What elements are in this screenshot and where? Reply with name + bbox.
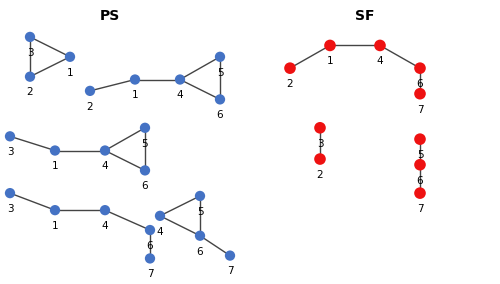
Text: 7: 7 bbox=[146, 269, 154, 279]
Point bbox=[176, 77, 184, 82]
Point bbox=[131, 77, 139, 82]
Text: PS: PS bbox=[100, 9, 120, 22]
Text: 3: 3 bbox=[26, 48, 34, 58]
Text: 6: 6 bbox=[416, 79, 424, 89]
Text: 3: 3 bbox=[316, 139, 324, 149]
Point bbox=[216, 55, 224, 59]
Text: SF: SF bbox=[355, 9, 375, 22]
Text: 1: 1 bbox=[52, 221, 59, 231]
Point bbox=[101, 208, 109, 212]
Point bbox=[316, 126, 324, 130]
Point bbox=[196, 194, 204, 198]
Point bbox=[51, 208, 59, 212]
Point bbox=[196, 233, 204, 238]
Point bbox=[416, 137, 424, 141]
Point bbox=[156, 214, 164, 218]
Text: 7: 7 bbox=[416, 105, 424, 114]
Text: 6: 6 bbox=[416, 176, 424, 185]
Point bbox=[26, 35, 34, 39]
Text: 1: 1 bbox=[132, 90, 138, 100]
Point bbox=[51, 148, 59, 153]
Text: 5: 5 bbox=[196, 207, 203, 217]
Text: 3: 3 bbox=[6, 147, 14, 157]
Point bbox=[416, 91, 424, 96]
Point bbox=[66, 55, 74, 59]
Point bbox=[6, 191, 14, 195]
Point bbox=[86, 89, 94, 93]
Text: 6: 6 bbox=[142, 181, 148, 191]
Text: 2: 2 bbox=[316, 170, 324, 180]
Point bbox=[216, 97, 224, 102]
Point bbox=[146, 228, 154, 232]
Text: 6: 6 bbox=[216, 110, 224, 120]
Text: 4: 4 bbox=[176, 90, 184, 100]
Point bbox=[326, 43, 334, 48]
Text: 4: 4 bbox=[102, 221, 108, 231]
Text: 2: 2 bbox=[286, 79, 294, 89]
Text: 5: 5 bbox=[416, 150, 424, 160]
Text: 6: 6 bbox=[146, 241, 154, 251]
Text: 5: 5 bbox=[216, 68, 224, 78]
Text: 3: 3 bbox=[6, 204, 14, 214]
Text: 1: 1 bbox=[52, 161, 59, 171]
Text: 2: 2 bbox=[86, 102, 94, 112]
Point bbox=[416, 191, 424, 195]
Text: 5: 5 bbox=[142, 139, 148, 149]
Text: 2: 2 bbox=[26, 87, 34, 97]
Point bbox=[6, 134, 14, 139]
Point bbox=[286, 66, 294, 70]
Point bbox=[316, 157, 324, 161]
Text: 1: 1 bbox=[66, 68, 73, 78]
Point bbox=[226, 253, 234, 258]
Text: 4: 4 bbox=[102, 161, 108, 171]
Text: 7: 7 bbox=[416, 204, 424, 214]
Point bbox=[141, 126, 149, 130]
Point bbox=[416, 162, 424, 167]
Point bbox=[26, 74, 34, 79]
Point bbox=[416, 66, 424, 70]
Point bbox=[376, 43, 384, 48]
Text: 6: 6 bbox=[196, 247, 203, 256]
Text: 1: 1 bbox=[326, 56, 334, 66]
Text: 4: 4 bbox=[156, 227, 164, 237]
Text: 4: 4 bbox=[376, 56, 384, 66]
Point bbox=[141, 168, 149, 173]
Point bbox=[101, 148, 109, 153]
Point bbox=[146, 256, 154, 261]
Text: 7: 7 bbox=[226, 266, 234, 276]
